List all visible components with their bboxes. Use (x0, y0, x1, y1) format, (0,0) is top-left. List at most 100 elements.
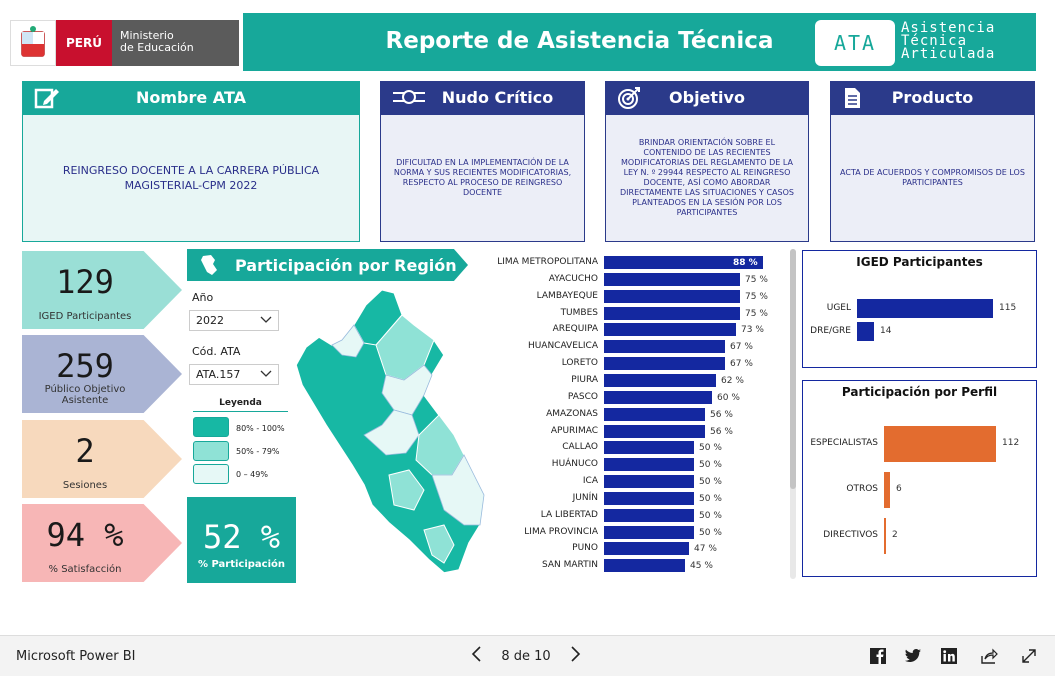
region-bar[interactable] (604, 340, 725, 354)
region-bar[interactable] (604, 525, 694, 539)
region-bar-value: 56 % (710, 409, 733, 420)
map-region-south (423, 524, 455, 564)
iged-panel-title: IGED Participantes (856, 255, 983, 269)
region-bar[interactable] (604, 491, 694, 505)
region-bar[interactable] (604, 441, 694, 455)
card-nudo-body: DIFICULTAD EN LA IMPLEMENTACIÓN DE LA NO… (380, 114, 585, 242)
iged-bar-label: DRE/GRE (810, 325, 851, 336)
region-bar[interactable] (604, 407, 705, 421)
edit-icon (34, 86, 60, 114)
region-bar-value: 67 % (730, 342, 753, 353)
fullscreen-icon[interactable] (1020, 647, 1038, 665)
region-bar-value: 75 % (745, 291, 768, 302)
participation-value: 52 % (202, 518, 281, 556)
region-bar[interactable] (604, 357, 725, 371)
iged-bar[interactable] (857, 299, 993, 318)
region-bar-label: TUMBES (560, 307, 598, 318)
ata-sub-line-3: Articulada (901, 46, 996, 62)
chart-scrollbar[interactable] (790, 249, 796, 579)
iged-bar-value: 115 (999, 302, 1017, 313)
region-bar-label: PUNO (572, 543, 598, 554)
region-bar-value: 75 % (745, 274, 768, 285)
perfil-bar[interactable] (884, 518, 886, 554)
region-bar[interactable] (604, 256, 763, 269)
participation-label: % Participación (197, 559, 286, 570)
iged-bar-value: 14 (880, 325, 892, 336)
card-nudo-critico: Nudo Crítico DIFICULTAD EN LA IMPLEMENTA… (380, 81, 585, 242)
knot-icon (392, 86, 426, 112)
ata-code-select[interactable]: ATA.157 (189, 364, 279, 385)
region-bar[interactable] (604, 559, 685, 573)
map-region-amazonas (331, 324, 365, 358)
region-bar-value: 50 % (699, 460, 722, 471)
map-region-mid-3 (388, 469, 425, 511)
ministry-label: Ministerio de Educación (112, 20, 239, 66)
region-bar-value: 50 % (699, 443, 722, 454)
region-bar-value: 67 % (730, 359, 753, 370)
region-title: Participación por Región (235, 255, 457, 275)
perfil-bar-label: DIRECTIVOS (823, 530, 878, 540)
kpi-satisfaccion: 94 % % Satisfacción (22, 504, 182, 582)
perfil-bar-label: OTROS (846, 484, 878, 494)
region-bar[interactable] (604, 508, 694, 522)
prev-page-button[interactable] (470, 645, 484, 667)
iged-bar[interactable] (857, 322, 874, 341)
perfil-bar[interactable] (884, 472, 890, 508)
region-bar[interactable] (604, 458, 694, 472)
region-bar-label: AYACUCHO (548, 273, 598, 284)
chart-scrollbar-thumb[interactable] (790, 249, 796, 489)
ata-code-value: ATA.157 (196, 368, 241, 381)
region-bar-label: SAN MARTIN (541, 560, 598, 571)
linkedin-icon[interactable] (940, 647, 958, 665)
region-bar[interactable] (604, 424, 705, 438)
region-bar-label: HUANCAVELICA (527, 341, 598, 352)
legend-swatch-high (193, 417, 229, 437)
region-bar[interactable] (604, 289, 740, 303)
region-bar[interactable] (604, 373, 716, 387)
map-region-low-2 (363, 409, 420, 456)
powerbi-brand[interactable]: Microsoft Power BI (16, 649, 136, 664)
title-bar: Reporte de Asistencia Técnica ATA Asiste… (243, 13, 1036, 71)
share-icon[interactable] (980, 647, 998, 665)
facebook-icon[interactable] (869, 647, 887, 665)
peru-region-map[interactable] (294, 285, 494, 575)
map-region-puno (431, 454, 485, 526)
region-bar-label: AMAZONAS (546, 408, 598, 419)
region-bar[interactable] (604, 542, 689, 556)
twitter-icon[interactable] (904, 647, 922, 665)
perfil-bar-value: 6 (896, 484, 902, 494)
region-bar-label: JUNÍN (572, 492, 598, 503)
kpi-sesiones-label: Sesiones (62, 480, 108, 491)
region-bar-value: 73 % (741, 325, 764, 336)
perfil-bar-label: ESPECIALISTAS (810, 438, 878, 448)
kpi-iged-value: 129 (56, 263, 114, 301)
region-bar[interactable] (604, 323, 736, 337)
target-icon (617, 86, 641, 114)
perfil-bar-value: 112 (1002, 438, 1020, 448)
kpi-satisfaccion-label: % Satisfacción (48, 564, 122, 575)
region-bar-label: HUÁNUCO (551, 459, 598, 470)
perfil-bar[interactable] (884, 426, 996, 462)
region-bar[interactable] (604, 306, 740, 320)
region-bar-value: 60 % (717, 392, 740, 403)
region-bar-label: LIMA METROPOLITANA (497, 257, 598, 267)
region-bar-value: 47 % (694, 544, 717, 555)
card-nombre-title: Nombre ATA (135, 88, 246, 107)
powerbi-footer: Microsoft Power BI 8 de 10 (0, 635, 1055, 676)
next-page-button[interactable] (568, 645, 582, 667)
year-select[interactable]: 2022 (189, 310, 279, 331)
map-region-low-1 (381, 364, 433, 416)
region-bar-label: LA LIBERTAD (540, 509, 598, 520)
year-value: 2022 (196, 314, 224, 327)
peru-map-icon (201, 255, 217, 275)
region-bar[interactable] (604, 475, 694, 489)
kpi-iged-label: IGED Participantes (38, 311, 132, 322)
card-producto-title: Producto (891, 88, 974, 107)
chevron-down-icon (260, 312, 272, 331)
region-bar[interactable] (604, 390, 712, 404)
page-navigator: 8 de 10 (470, 645, 582, 667)
region-bar-label: LIMA PROVINCIA (524, 526, 598, 537)
region-bar[interactable] (604, 272, 740, 286)
page-title: Reporte de Asistencia Técnica (385, 28, 774, 54)
